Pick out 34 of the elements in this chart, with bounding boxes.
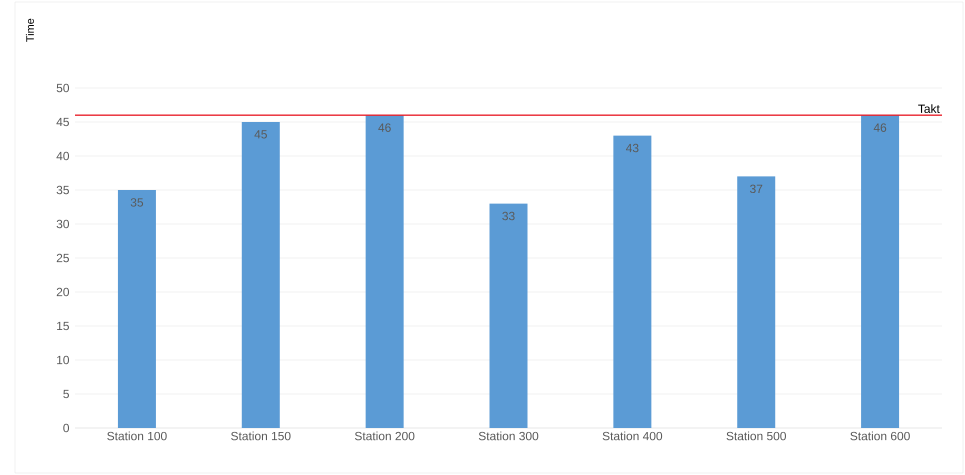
data-label: 45 — [254, 130, 267, 139]
y-tick-label: 25 — [56, 254, 69, 262]
y-tick-label: 10 — [57, 356, 70, 364]
y-tick-label: 35 — [56, 186, 69, 194]
bar — [737, 176, 776, 428]
bar — [490, 204, 528, 428]
y-tick-label: 5 — [63, 390, 69, 398]
x-tick-label: Station 150 — [231, 432, 291, 440]
y-tick-label: 30 — [56, 220, 70, 228]
y-tick-label: 50 — [56, 84, 70, 92]
bar — [242, 122, 280, 428]
data-label: 33 — [502, 212, 515, 220]
y-tick-label: 20 — [56, 288, 70, 296]
ref-line-label: Takt — [918, 104, 940, 113]
y-axis-title: Time — [26, 18, 34, 42]
x-tick-label: Station 100 — [107, 432, 167, 440]
y-tick-label: 15 — [57, 322, 69, 330]
x-tick-label: Station 200 — [354, 432, 414, 440]
y-tick-label: 45 — [56, 118, 69, 126]
data-label: 46 — [378, 123, 391, 132]
data-label: 37 — [750, 184, 762, 194]
data-label: 43 — [626, 144, 638, 152]
data-label: 35 — [130, 198, 144, 207]
x-tick-label: Station 400 — [602, 432, 662, 440]
bar — [118, 190, 156, 428]
bar — [861, 115, 900, 428]
bar — [366, 115, 404, 428]
bar — [613, 136, 652, 428]
y-tick-label: 0 — [63, 424, 70, 432]
y-tick-label: 40 — [56, 152, 70, 160]
x-tick-label: Station 300 — [478, 432, 538, 440]
x-tick-label: Station 600 — [850, 432, 910, 440]
x-tick-label: Station 500 — [726, 432, 786, 440]
data-label: 46 — [874, 123, 886, 132]
